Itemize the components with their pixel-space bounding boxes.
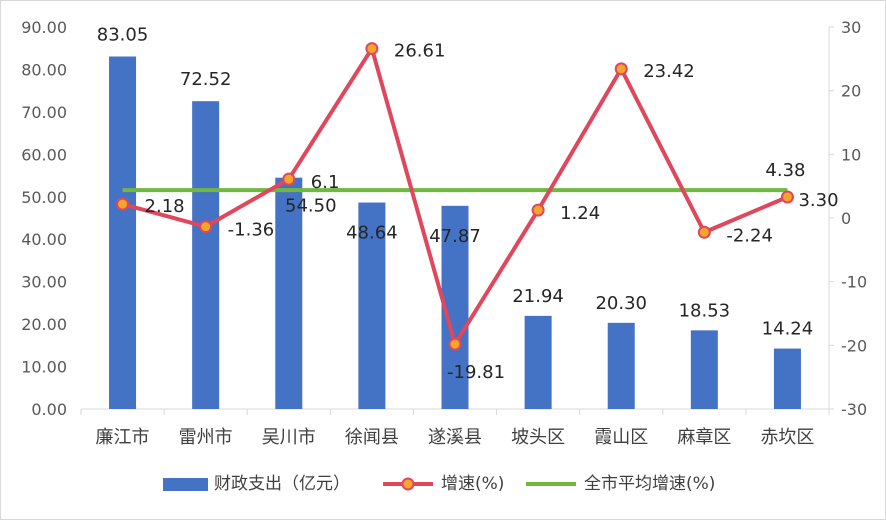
growth-data-label: 2.18 [145,196,185,217]
growth-series [116,42,794,351]
y-left-tick-label: 30.00 [21,273,67,292]
growth-point-坡头区 [531,203,545,217]
axes: 0.00 10.00 20.00 30.00 40.00 50.00 60.00 70.00 8… [21,18,867,448]
y-right-tick-label: 0 [841,209,851,228]
growth-data-label: 26.61 [394,41,446,62]
growth-point-雷州市 [199,220,213,234]
x-category-label: 赤坎区 [760,427,814,448]
bar-data-label: 47.87 [429,226,481,247]
y-left-tick-label: 50.00 [21,188,67,207]
bar-data-label: 18.53 [679,300,731,321]
y-left-tick-label: 20.00 [21,315,67,334]
x-category-label: 遂溪县 [428,427,482,448]
growth-data-label: -19.81 [447,362,505,383]
legend-bar-label: 财政支出（亿元） [214,474,350,494]
growth-point-徐闻县 [365,42,379,56]
growth-point-霞山区 [614,62,628,76]
bar-霞山区 [607,322,635,409]
y-right-tick-label: 20 [841,82,861,101]
bar-徐闻县 [358,202,386,409]
average-data-label: 4.38 [765,160,805,181]
bar-赤坎区 [773,348,801,409]
data-labels: 83.05 72.52 54.50 48.64 47.87 21.94 20.30 18.53… [97,24,839,383]
x-category-label: 麻章区 [677,427,731,448]
y-right-tick-label: 30 [841,18,861,37]
bar-麻章区 [690,330,718,409]
bar-吴川市 [275,177,303,409]
bar-data-label: 48.64 [346,223,398,244]
bar-data-label: 72.52 [180,69,232,90]
x-category-label: 吴川市 [262,427,316,448]
growth-data-label: -2.24 [726,225,773,246]
bar-data-label: 14.24 [762,319,814,340]
growth-point-廉江市 [116,197,130,211]
y-right-tick-label: -10 [841,273,867,292]
growth-point-麻章区 [697,225,711,239]
bar-data-label: 54.50 [285,196,337,217]
legend-average-label: 全市平均增速(%) [584,474,715,494]
bar-data-label: 20.30 [595,293,647,314]
y-left-tick-label: 60.00 [21,145,67,164]
y-left-tick-label: 10.00 [21,358,67,377]
x-category-label: 廉江市 [96,427,150,448]
growth-data-label: 3.30 [798,190,838,211]
legend-growth-label: 增速(%) [441,474,504,494]
bar-雷州市 [192,101,220,410]
y-left-tick-label: 40.00 [21,230,67,249]
growth-point-吴川市 [282,172,296,186]
legend-bar-swatch [163,478,208,491]
x-category-label: 霞山区 [594,427,648,448]
bar-廉江市 [109,56,137,409]
bar-坡头区 [524,315,552,409]
bar-data-label: 21.94 [512,286,564,307]
growth-point-赤坎区 [780,190,794,204]
bar-data-label: 83.05 [97,24,149,45]
growth-data-label: 6.1 [311,172,340,193]
x-category-label: 坡头区 [511,427,565,448]
x-category-label: 雷州市 [179,427,233,448]
y-right-tick-label: -30 [841,400,867,419]
growth-data-label: 23.42 [643,61,695,82]
y-left-tick-label: 90.00 [21,18,67,37]
bar-series [109,56,801,410]
growth-point-遂溪县 [448,337,462,351]
y-right-tick-label: 10 [841,145,861,164]
x-category-label: 徐闻县 [345,427,399,448]
y-left-tick-label: 80.00 [21,60,67,79]
legend-growth-marker [401,477,415,491]
growth-data-label: -1.36 [228,220,275,241]
y-right-tick-label: -20 [841,336,867,355]
legend: 财政支出（亿元） 增速(%) 全市平均增速(%) [163,474,715,494]
growth-data-label: 1.24 [560,203,600,224]
y-left-tick-label: 70.00 [21,103,67,122]
y-left-tick-label: 0.00 [31,400,67,419]
